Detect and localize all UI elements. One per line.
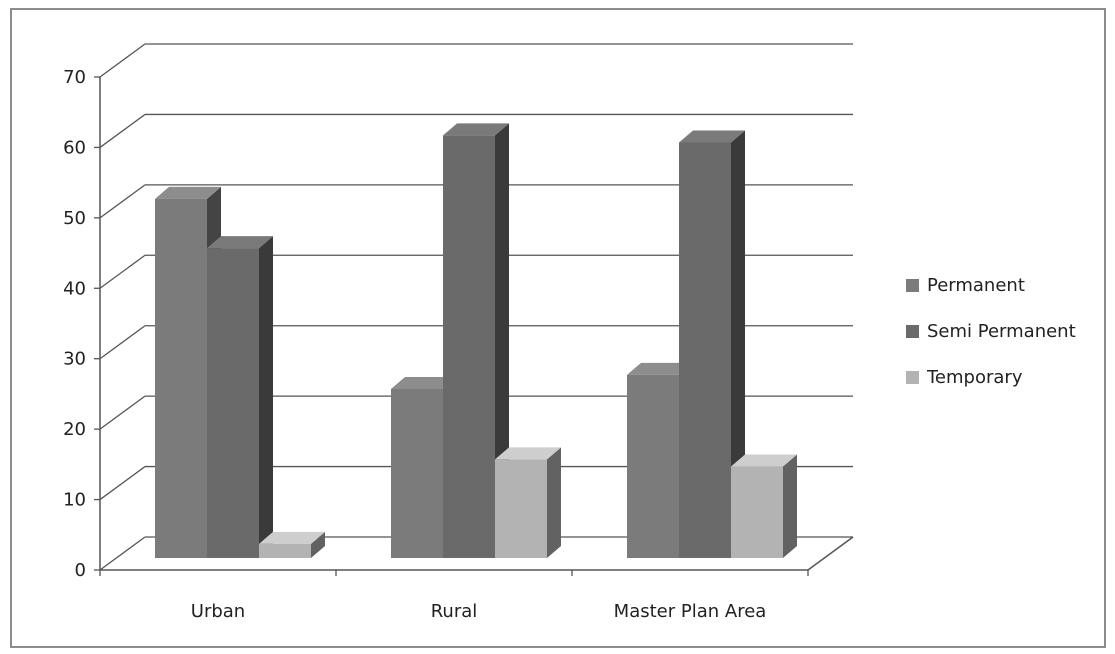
bar-top	[443, 123, 509, 136]
bars	[155, 123, 797, 559]
bar	[731, 454, 797, 558]
bar-side	[547, 447, 561, 558]
x-tick-label: Urban	[191, 601, 245, 622]
legend-label: Semi Permanent	[927, 321, 1076, 342]
y-tick-label: 70	[63, 67, 86, 88]
y-tick-label: 10	[63, 490, 86, 511]
y-tick-label: 0	[75, 560, 86, 581]
bar-top	[495, 447, 561, 460]
bar-front	[391, 388, 443, 558]
chart-frame	[10, 8, 1106, 648]
bar-top	[679, 130, 745, 143]
bar-front	[155, 198, 207, 559]
bar-front	[627, 374, 679, 558]
gridline-diagonal	[99, 184, 146, 219]
y-tick-label: 20	[63, 419, 86, 440]
legend-label: Permanent	[927, 275, 1025, 296]
bar-front	[495, 459, 547, 558]
bar-top	[207, 236, 273, 249]
bar	[495, 447, 561, 558]
bar-side	[311, 531, 325, 558]
bar	[443, 123, 509, 558]
legend: Permanent Semi Permanent Temporary	[906, 275, 1076, 388]
y-tick-label: 50	[63, 208, 86, 229]
bar-top	[259, 531, 325, 544]
bar-front	[259, 543, 311, 558]
x-axis-labels: Urban Rural Master Plan Area	[191, 601, 767, 622]
gridline-diagonal	[99, 325, 146, 360]
x-tick-label: Rural	[431, 601, 478, 622]
bar	[207, 236, 273, 558]
legend-swatch	[906, 325, 919, 338]
gridline-diagonal	[99, 113, 146, 148]
bar-top	[627, 362, 693, 375]
bar-top	[731, 454, 797, 467]
bar-front	[207, 248, 259, 558]
y-tick-label: 40	[63, 278, 86, 299]
legend-swatch	[906, 371, 919, 384]
bar-top	[391, 376, 457, 389]
bar-side	[259, 236, 273, 558]
gridline-diagonal	[99, 43, 146, 78]
bar	[259, 531, 325, 558]
bar-front	[679, 142, 731, 558]
gridline-diagonal	[99, 254, 146, 289]
legend-label: Temporary	[926, 367, 1023, 388]
gridline-diagonal	[99, 466, 146, 501]
bar	[679, 130, 745, 558]
y-tick-label: 60	[63, 137, 86, 158]
bar-top	[155, 186, 221, 199]
gridline-diagonal	[99, 395, 146, 430]
y-tick-label: 30	[63, 349, 86, 370]
chart-walls	[99, 77, 854, 571]
legend-swatch	[906, 279, 919, 292]
gridline-diagonal	[99, 536, 146, 571]
bar-side	[731, 130, 745, 558]
x-tick-label: Master Plan Area	[614, 601, 767, 622]
y-axis-ticks: 0 10 20 30 40 50 60 70	[63, 67, 86, 581]
bar-side	[783, 454, 797, 558]
bar-side	[495, 123, 509, 558]
floor-right-edge	[807, 536, 854, 571]
bar-front	[731, 466, 783, 558]
bar-front	[443, 135, 495, 558]
